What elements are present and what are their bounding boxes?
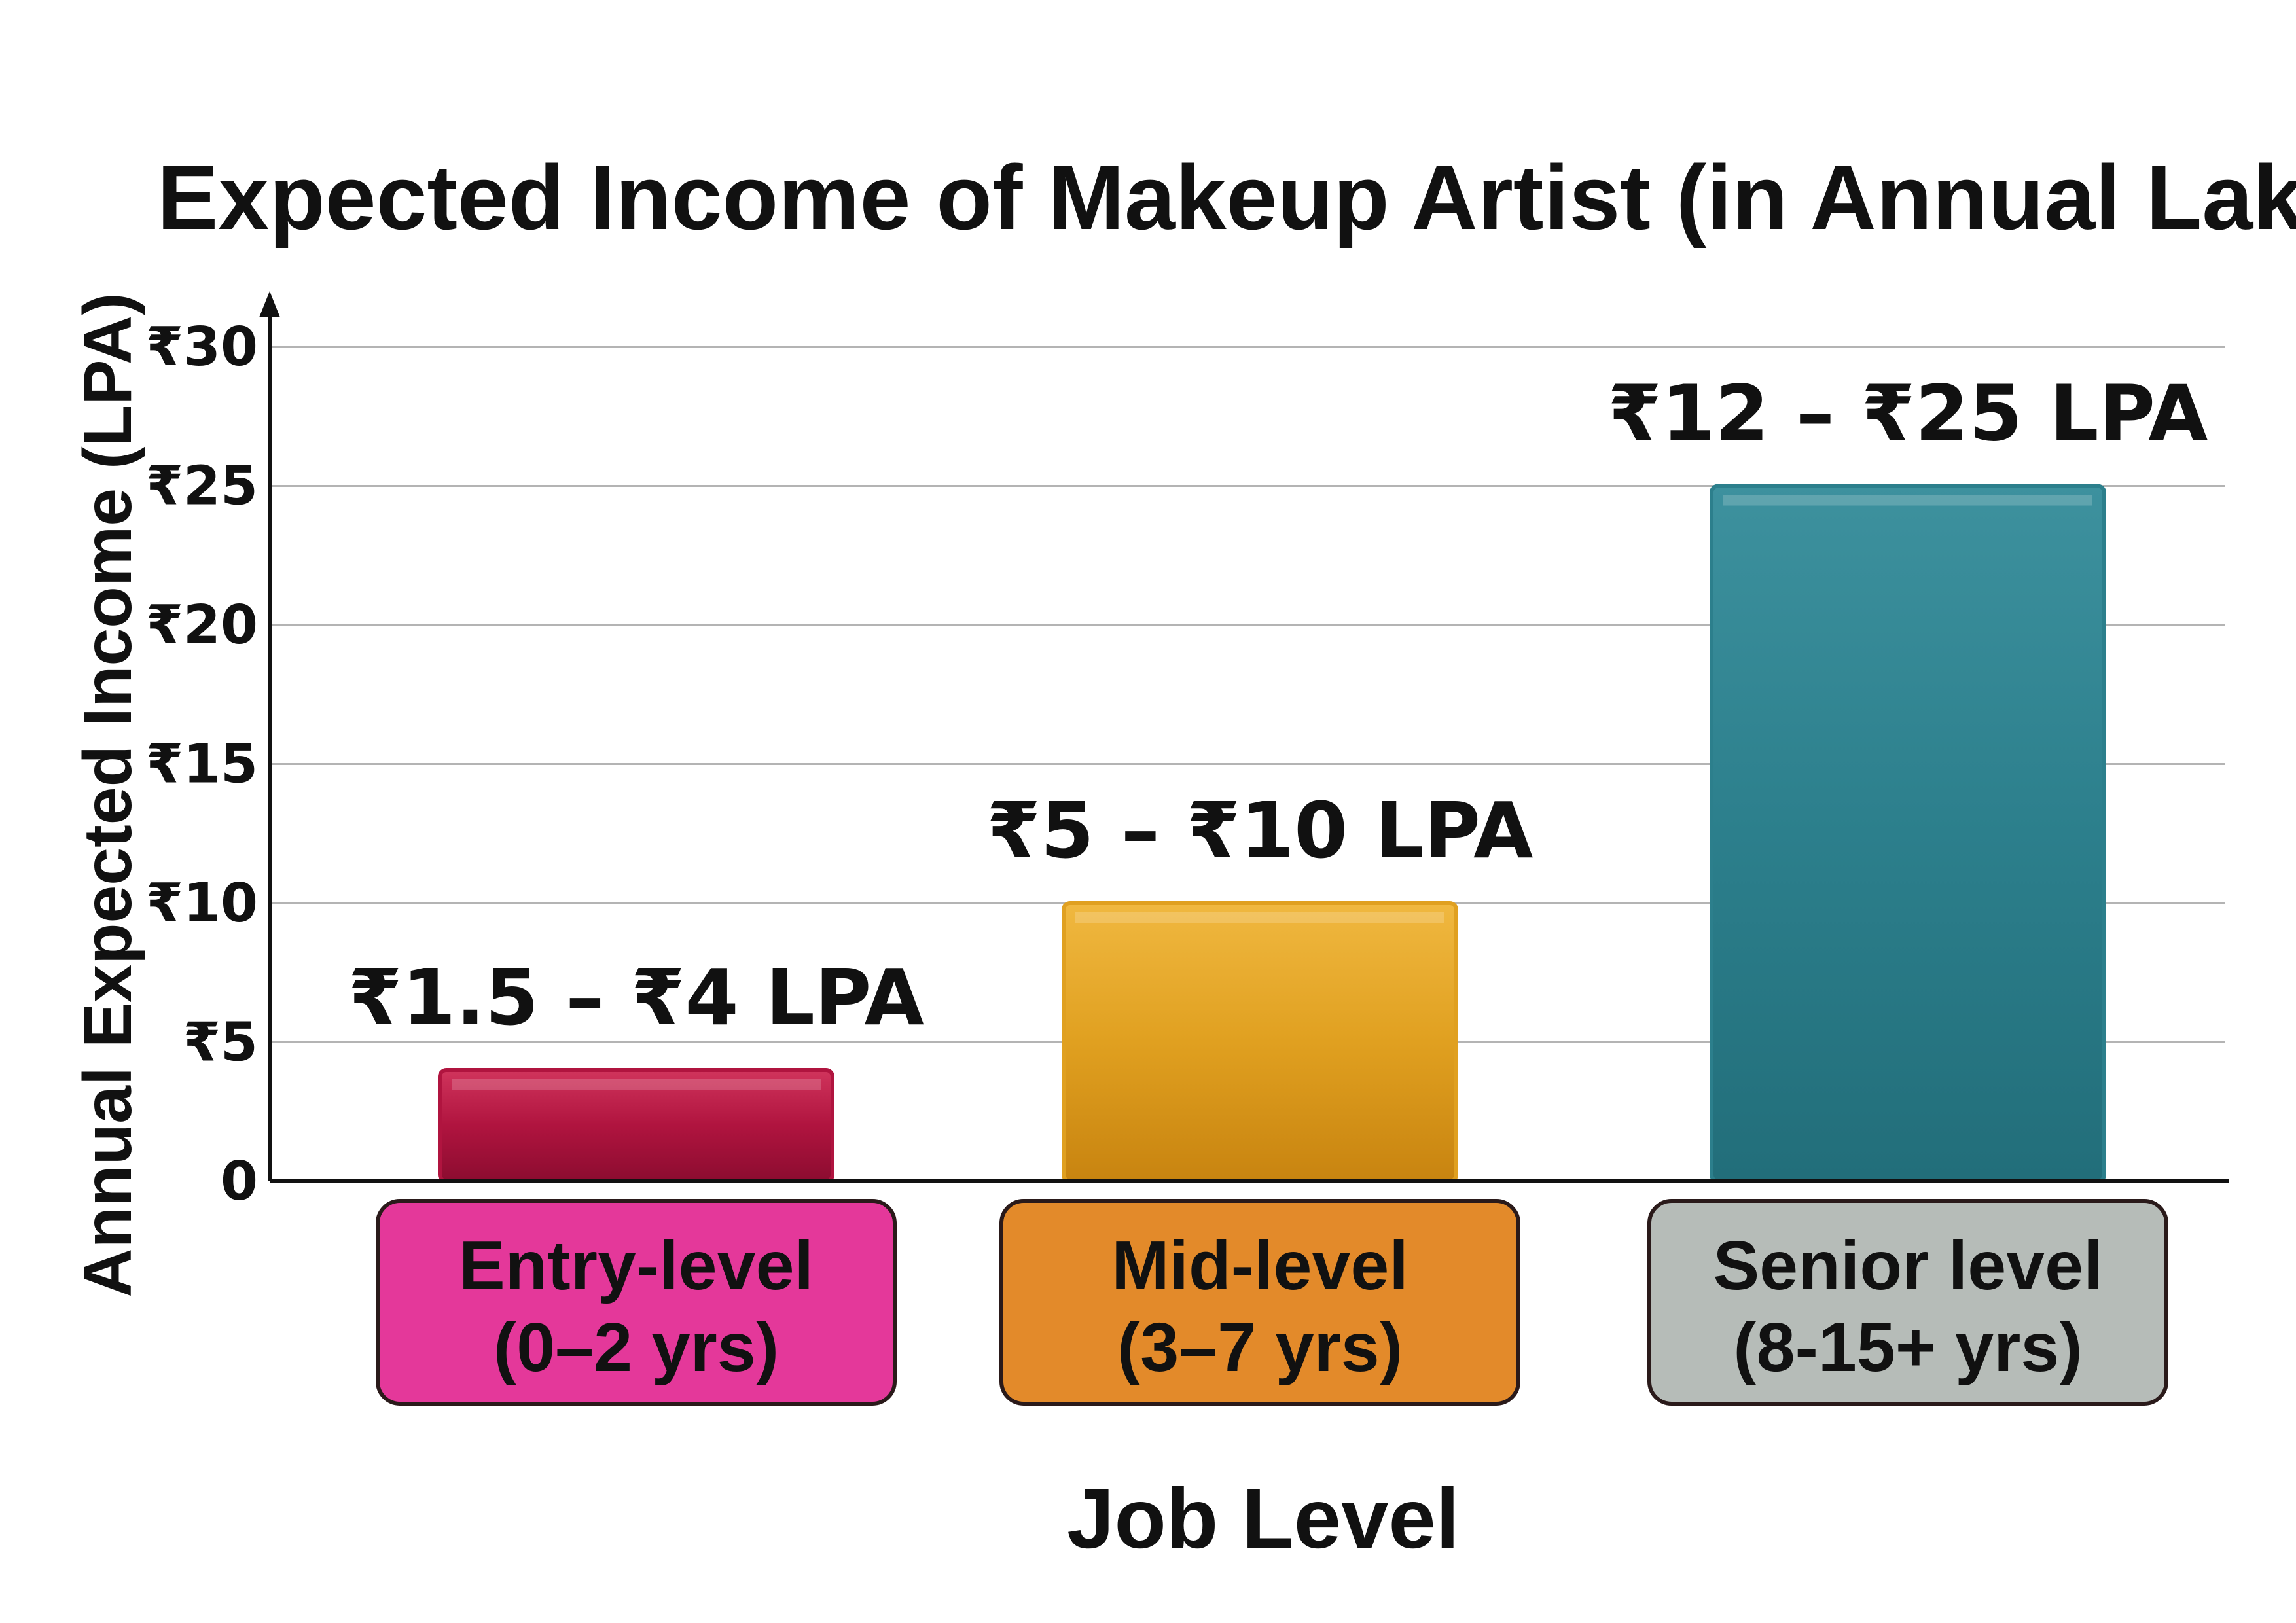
category-label: Senior level	[1713, 1227, 2102, 1304]
y-tick-labels: 0 ₹5 ₹10 ₹15 ₹20 ₹25 ₹30	[146, 316, 258, 1213]
y-axis-arrow-icon	[259, 291, 280, 317]
y-tick-label: ₹20	[146, 594, 258, 656]
y-tick-label: ₹15	[146, 734, 258, 796]
chart-title: Expected Income of Makeup Artist (in Ann…	[157, 146, 2296, 249]
bar-highlight	[1075, 912, 1444, 923]
data-label: ₹5 – ₹10 LPA	[987, 785, 1534, 876]
data-label: ₹12 – ₹25 LPA	[1607, 368, 2208, 459]
y-tick-label: ₹5	[183, 1012, 258, 1074]
y-tick-label: ₹10	[146, 872, 258, 935]
data-label: ₹1.5 – ₹4 LPA	[348, 952, 924, 1043]
bar	[1710, 484, 2106, 1183]
bar-highlight	[1723, 495, 2092, 506]
category-labels: Entry-level(0–2 yrs) Mid-level(3–7 yrs) Se…	[376, 1199, 2168, 1406]
bar	[1062, 901, 1458, 1183]
y-tick-label: ₹25	[146, 455, 258, 518]
category-box	[999, 1199, 1520, 1406]
y-tick-label: 0	[221, 1150, 258, 1213]
category-box	[1647, 1199, 2168, 1406]
bar-highlight	[452, 1079, 821, 1090]
category-label: Mid-level	[1111, 1227, 1408, 1304]
bars	[438, 484, 2106, 1183]
y-axis-label: Annual Expected Income (LPA)	[70, 293, 146, 1297]
category-sublabel: (3–7 yrs)	[1117, 1309, 1403, 1386]
category-label: Entry-level	[459, 1227, 814, 1304]
data-labels: ₹1.5 – ₹4 LPA ₹5 – ₹10 LPA ₹12 – ₹25 LPA	[348, 368, 2208, 1043]
y-tick-label: ₹30	[146, 316, 258, 378]
category-box	[376, 1199, 897, 1406]
x-axis-label: Job Level	[1067, 1471, 1460, 1566]
category-sublabel: (0–2 yrs)	[493, 1309, 779, 1386]
category-sublabel: (8-15+ yrs)	[1733, 1309, 2082, 1386]
